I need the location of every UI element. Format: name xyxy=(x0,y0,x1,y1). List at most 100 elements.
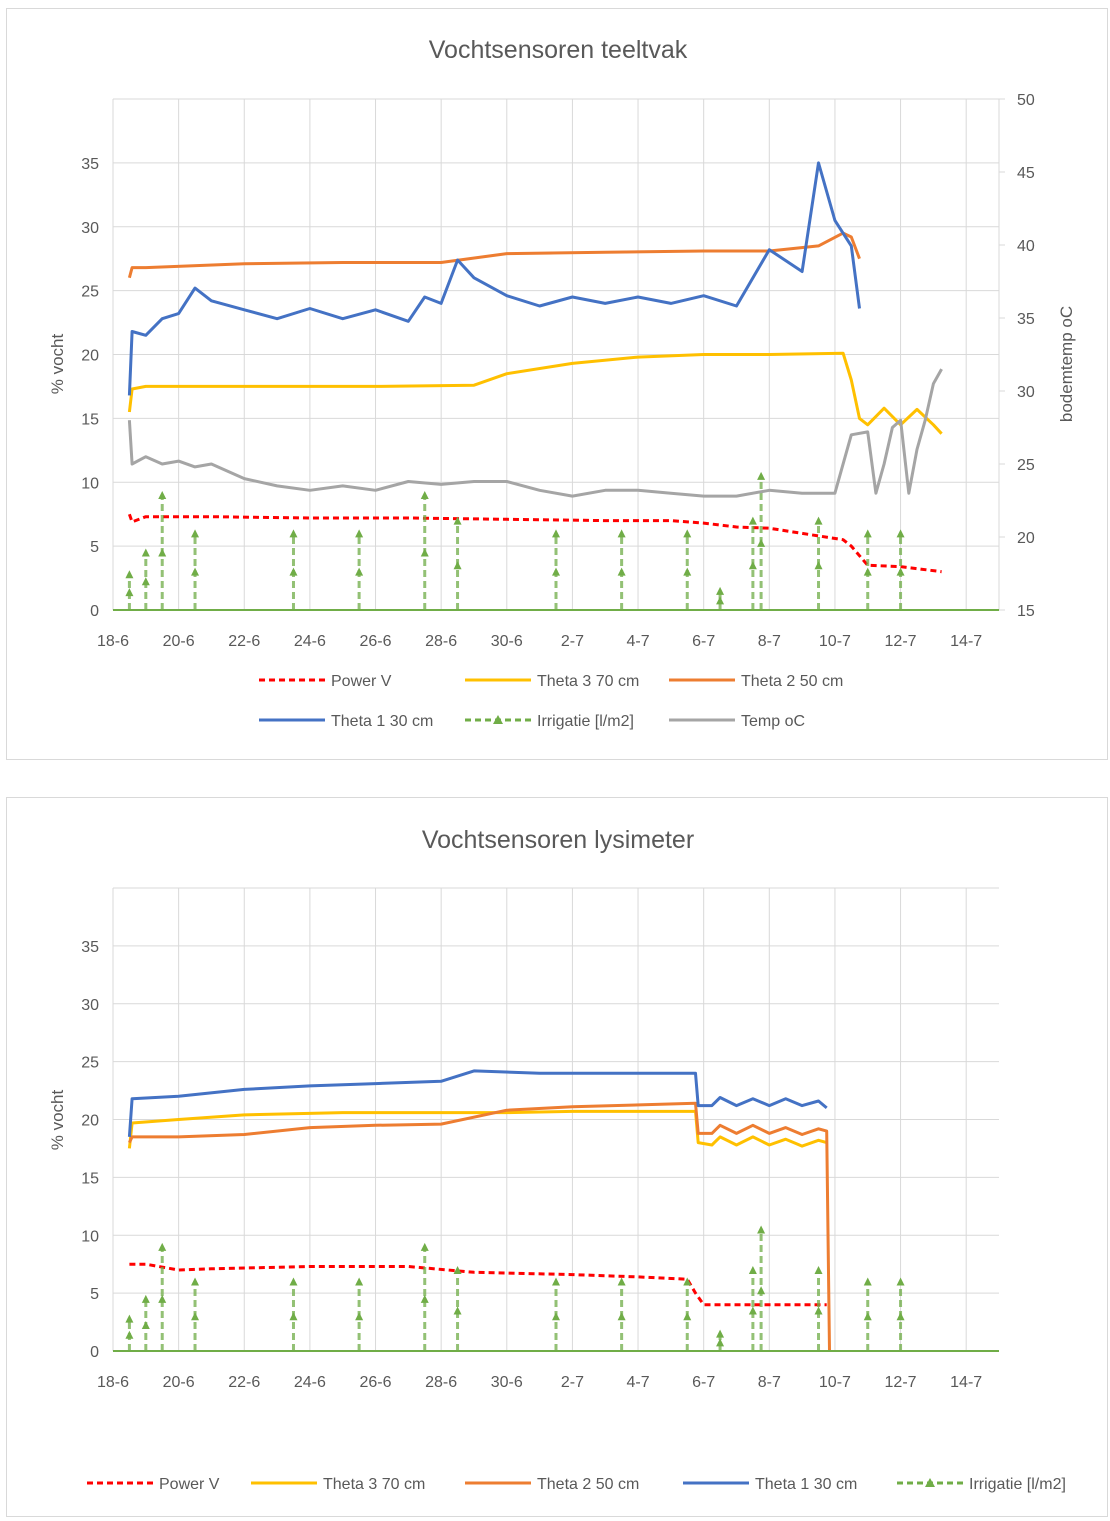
y-tick-label: 10 xyxy=(81,475,99,492)
irrigation-point xyxy=(716,1329,725,1338)
y-tick-label: 35 xyxy=(81,939,99,956)
irrigation-point xyxy=(125,1314,134,1323)
legend-label: Theta 3 70 cm xyxy=(537,673,639,690)
x-tick-label: 12-7 xyxy=(885,633,917,650)
x-tick-label: 24-6 xyxy=(294,633,326,650)
x-tick-label: 6-7 xyxy=(692,633,715,650)
legend-item-theta-2-50-cm: Theta 2 50 cm xyxy=(465,1476,639,1493)
irrigation-point xyxy=(158,1294,167,1303)
irrigation-point xyxy=(141,577,150,586)
legend-label: Theta 1 30 cm xyxy=(331,713,433,730)
y-tick-label: 15 xyxy=(81,1170,99,1187)
irrigation-point xyxy=(125,1330,134,1339)
x-tick-label: 4-7 xyxy=(626,633,649,650)
legend-item-theta-3-70-cm: Theta 3 70 cm xyxy=(465,673,639,690)
y-tick-label: 5 xyxy=(90,539,99,556)
irrigation-point xyxy=(355,529,364,538)
legend-item-theta-3-70-cm: Theta 3 70 cm xyxy=(251,1476,425,1493)
irrigation-point xyxy=(552,1277,560,1286)
y2-tick-label: 45 xyxy=(1017,165,1035,182)
irrigation-point xyxy=(355,1277,364,1286)
series-theta-3-70-cm xyxy=(127,1109,828,1149)
irrigation-point xyxy=(191,1277,200,1286)
legend-label: Temp oC xyxy=(741,713,805,730)
irrigation-point xyxy=(420,1242,429,1251)
legend-item-power-v: Power V xyxy=(259,673,392,690)
irrigation-point xyxy=(552,1312,560,1321)
irrigation-point xyxy=(814,1306,823,1315)
irrigation-point xyxy=(453,561,462,570)
x-tick-label: 22-6 xyxy=(228,1374,260,1391)
irrigation-point xyxy=(158,491,167,500)
irrigation-point xyxy=(716,1338,725,1347)
y-tick-label: 25 xyxy=(81,1055,99,1072)
irrigation-point xyxy=(748,561,757,570)
series-theta-1-30-cm xyxy=(127,1069,828,1138)
legend-marker xyxy=(493,715,503,724)
irrigation-point xyxy=(814,561,823,570)
series-power-v xyxy=(127,513,942,574)
irrigation-point xyxy=(420,548,429,557)
x-tick-label: 20-6 xyxy=(163,633,195,650)
x-tick-label: 26-6 xyxy=(360,633,392,650)
legend-item-irrigatie-l-m2: Irrigatie [l/m2] xyxy=(465,713,634,730)
irrigation-point xyxy=(289,529,298,538)
x-tick-label: 30-6 xyxy=(491,633,523,650)
y-tick-label: 10 xyxy=(81,1228,99,1245)
y2-tick-label: 40 xyxy=(1017,238,1035,255)
x-tick-label: 28-6 xyxy=(425,1374,457,1391)
irrigation-point xyxy=(617,529,626,538)
irrigation-point xyxy=(420,1294,429,1303)
x-tick-label: 18-6 xyxy=(97,1374,129,1391)
x-tick-label: 10-7 xyxy=(819,1374,851,1391)
irrigation-point xyxy=(863,1277,872,1286)
irrigation-point xyxy=(158,1242,167,1251)
irrigation-point xyxy=(355,567,364,576)
legend-item-power-v: Power V xyxy=(87,1476,220,1493)
irrigation-point xyxy=(748,1306,757,1315)
y-tick-label: 5 xyxy=(90,1286,99,1303)
irrigation-point xyxy=(814,516,823,525)
legend-label: Power V xyxy=(159,1476,220,1493)
irrigation-point xyxy=(896,567,905,576)
x-tick-label: 4-7 xyxy=(626,1374,649,1391)
x-tick-label: 8-7 xyxy=(758,633,781,650)
y2-tick-label: 35 xyxy=(1017,311,1035,328)
irrigation-point xyxy=(453,1306,462,1315)
chart-teeltvak-svg: Vochtsensoren teeltvak % vocht bodemtemp… xyxy=(48,36,1076,730)
x-tick-label: 24-6 xyxy=(294,1374,326,1391)
x-tick-label: 30-6 xyxy=(491,1374,523,1391)
x-tick-label: 6-7 xyxy=(692,1374,715,1391)
irrigation-point xyxy=(420,491,429,500)
series-irrigatie-l-m2 xyxy=(125,1225,905,1351)
series-temp-oc xyxy=(127,368,943,498)
series-power-v xyxy=(129,1262,827,1307)
y-axis-label: % vocht xyxy=(48,333,67,394)
series-irrigatie-l-m2 xyxy=(125,471,905,610)
irrigation-point xyxy=(289,567,298,576)
x-tick-label: 14-7 xyxy=(950,633,982,650)
chart-teeltvak: Vochtsensoren teeltvak % vocht bodemtemp… xyxy=(6,8,1108,760)
chart-title: Vochtsensoren lysimeter xyxy=(422,826,694,854)
irrigation-point xyxy=(289,1312,298,1321)
irrigation-point xyxy=(453,1265,462,1274)
irrigation-point xyxy=(863,529,872,538)
y-tick-label: 15 xyxy=(81,411,99,428)
x-tick-label: 2-7 xyxy=(561,633,584,650)
irrigation-point xyxy=(863,567,872,576)
legend-item-theta-1-30-cm: Theta 1 30 cm xyxy=(683,1476,857,1493)
irrigation-point xyxy=(896,1312,905,1321)
legend-item-theta-2-50-cm: Theta 2 50 cm xyxy=(669,673,843,690)
legend: Power V Theta 3 70 cm Theta 2 50 cm Theta 1… xyxy=(259,673,843,730)
y2-tick-label: 25 xyxy=(1017,457,1035,474)
irrigation-point xyxy=(748,1265,757,1274)
irrigation-point xyxy=(141,1320,150,1329)
irrigation-point xyxy=(757,1286,766,1295)
irrigation-point xyxy=(617,1277,626,1286)
irrigation-point xyxy=(748,516,757,525)
chart-title: Vochtsensoren teeltvak xyxy=(429,36,688,64)
chart-lysimeter-svg: Vochtsensoren lysimeter % vocht 0 5 10 15 20… xyxy=(48,826,1066,1493)
irrigation-point xyxy=(158,548,167,557)
legend: Power V Theta 3 70 cm Theta 2 50 cm Theta 1… xyxy=(87,1476,1066,1493)
irrigation-point xyxy=(453,516,462,525)
